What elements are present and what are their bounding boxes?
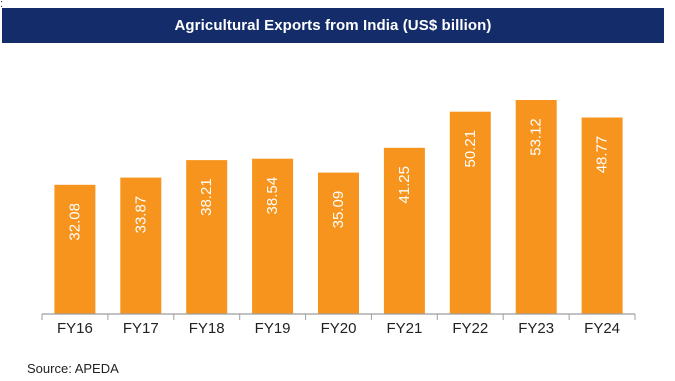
bar-fy23 [515,100,557,314]
bar-fy18 [186,160,228,314]
x-tick-label: FY24 [584,320,620,337]
bar-fy16 [54,184,96,314]
bar-fy20 [318,172,359,314]
x-tick-label: FY18 [189,320,225,337]
bar-fy24 [581,117,623,314]
stray-colon-mark: : [0,0,4,10]
bar-value-label: 41.25 [396,166,413,204]
bar-value-label: 38.21 [198,178,215,216]
bars-layer [54,100,623,314]
bar-fy22 [449,111,491,314]
x-tick-label: FY16 [57,320,93,337]
bar-value-label: 32.08 [66,203,83,241]
x-tick-label: FY17 [123,320,159,337]
axis-layer [41,313,636,320]
bar-fy17 [120,177,162,314]
x-tick-label: FY20 [321,320,357,337]
x-tick-label: FY23 [518,320,554,337]
chart-title: Agricultural Exports from India (US$ bil… [2,8,664,43]
x-tick-label: FY21 [386,320,422,337]
bar-value-label: 35.09 [330,191,347,229]
source-note: Source: APEDA [27,361,119,376]
x-tick-label: FY22 [452,320,488,337]
bar-fy21 [383,147,425,314]
bar-value-label: 53.12 [528,118,545,156]
bar-value-label: 33.87 [132,196,149,234]
labels-layer: 32.08 FY16 33.87 FY17 38.21 FY18 38.54 FY19 35.0… [57,118,620,337]
x-tick-label: FY19 [255,320,291,337]
bar-value-label: 48.77 [594,136,611,174]
bar-value-label: 50.21 [462,130,479,168]
bar-fy19 [252,158,294,314]
bar-value-label: 38.54 [264,177,281,215]
